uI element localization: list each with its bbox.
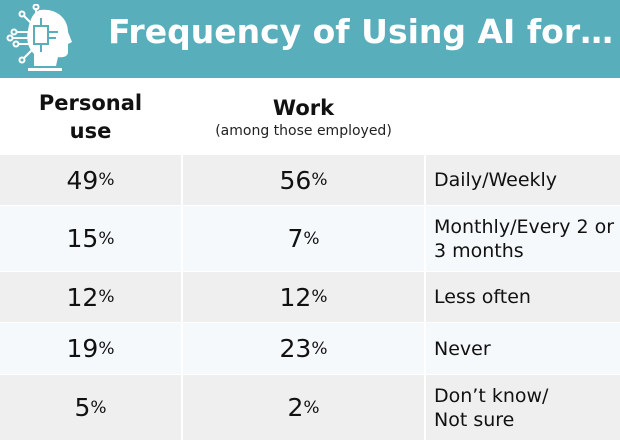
category-label: Never xyxy=(426,323,620,374)
value-cell: 49% xyxy=(0,155,183,205)
category-label: Daily/Weekly xyxy=(426,155,620,205)
value-cell: 23% xyxy=(183,323,426,374)
category-text: Daily/Weekly xyxy=(434,169,558,191)
column-header-personal: Personal use xyxy=(0,80,183,154)
value-cell: 15% xyxy=(0,206,183,271)
table-row: 12% 12% Less often xyxy=(0,272,620,322)
column-header-category xyxy=(426,80,620,154)
value-cell: 12% xyxy=(0,272,183,322)
table-row: 5% 2% Don’t know/ Not sure xyxy=(0,375,620,440)
column-header-work: Work (among those employed) xyxy=(183,80,426,154)
value-unit: % xyxy=(98,338,115,359)
header-row: Personal use Work (among those employed) xyxy=(0,80,620,154)
category-text: Less often xyxy=(434,286,531,308)
value-unit: % xyxy=(303,228,320,249)
column-header-sublabel: (among those employed) xyxy=(215,123,392,139)
value-number: 12 xyxy=(279,282,312,312)
category-label: Monthly/Every 2 or 3 months xyxy=(426,206,620,271)
category-text: Monthly/Every 2 or 3 months xyxy=(434,215,615,262)
page-title: Frequency of Using AI for… xyxy=(108,12,614,51)
value-number: 5 xyxy=(74,393,91,422)
column-header-label: Personal use xyxy=(38,91,143,143)
value-unit: % xyxy=(98,228,115,249)
title-banner: Frequency of Using AI for… xyxy=(0,0,620,78)
category-text: Never xyxy=(434,337,491,360)
table-row: 15% 7% Monthly/Every 2 or 3 months xyxy=(0,206,620,271)
value-cell: 5% xyxy=(0,375,183,440)
category-label: Less often xyxy=(426,272,620,322)
value-unit: % xyxy=(311,338,328,359)
value-cell: 7% xyxy=(183,206,426,271)
value-number: 23 xyxy=(279,334,312,363)
value-number: 19 xyxy=(66,334,99,363)
ai-head-circuit-icon xyxy=(6,4,72,71)
value-cell: 56% xyxy=(183,155,426,205)
value-number: 7 xyxy=(287,224,304,253)
category-text: Don’t know/ Not sure xyxy=(434,384,549,431)
value-unit: % xyxy=(90,397,107,418)
value-unit: % xyxy=(98,170,115,190)
value-number: 12 xyxy=(66,282,99,312)
value-unit: % xyxy=(98,287,115,307)
table-row: 49% 56% Daily/Weekly xyxy=(0,155,620,205)
table-row: 19% 23% Never xyxy=(0,323,620,374)
value-unit: % xyxy=(303,397,320,418)
value-cell: 19% xyxy=(0,323,183,374)
category-label: Don’t know/ Not sure xyxy=(426,375,620,440)
value-cell: 2% xyxy=(183,375,426,440)
value-unit: % xyxy=(311,170,328,190)
value-number: 2 xyxy=(287,393,304,422)
value-unit: % xyxy=(311,287,328,307)
value-number: 49 xyxy=(66,165,99,195)
column-header-label: Work xyxy=(272,96,335,120)
value-cell: 12% xyxy=(183,272,426,322)
value-number: 56 xyxy=(279,165,312,195)
value-number: 15 xyxy=(66,224,99,253)
